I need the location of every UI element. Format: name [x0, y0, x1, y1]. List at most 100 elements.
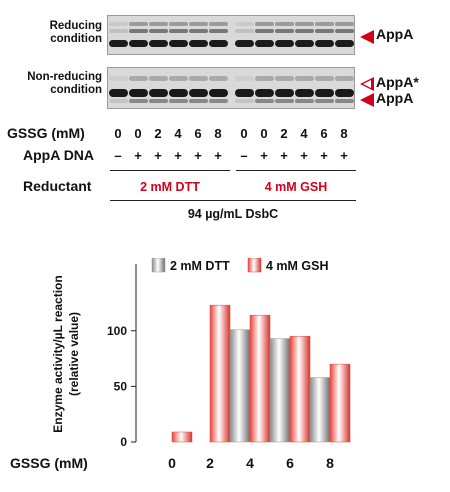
gel-band — [209, 29, 228, 33]
gel-band — [169, 76, 188, 81]
legend-label-gsh: 4 mM GSH — [266, 259, 329, 273]
gel-band — [129, 99, 148, 103]
gssg-value-cell: 0 — [240, 126, 248, 141]
gel-band — [129, 40, 148, 47]
gssg-value-cell: 6 — [320, 126, 328, 141]
gel-band — [275, 22, 294, 26]
gel-band — [129, 76, 148, 81]
appa-star-label: AppA* — [376, 74, 419, 90]
gel-band — [209, 22, 228, 26]
gel-band — [235, 40, 254, 47]
x-axis-label: GSSG (mM) — [10, 455, 88, 471]
bar-gsh-2 — [209, 304, 231, 443]
gel-band — [315, 29, 334, 33]
appa-dna-value-cell: + — [300, 148, 308, 163]
gel-band — [209, 40, 228, 47]
bar-gsh-8 — [329, 363, 351, 443]
appa-dna-value-cell: + — [214, 148, 222, 163]
gel-band — [335, 99, 354, 103]
gel-band — [275, 76, 294, 81]
gel-band — [335, 89, 354, 97]
gel-band — [149, 29, 168, 33]
gel-band — [129, 29, 148, 33]
dsbc-bracket-line — [110, 200, 356, 201]
bar-dtt-8 — [309, 377, 331, 443]
appa-reducing-arrow-icon — [360, 30, 374, 44]
appa-dna-value-cell: + — [340, 148, 348, 163]
gel-band — [149, 40, 168, 47]
reducing-gel-panel — [107, 15, 355, 55]
x-tick-label: 8 — [326, 455, 334, 471]
gel-band — [255, 29, 274, 33]
gel-band — [209, 99, 228, 103]
gel-band — [315, 76, 334, 81]
gel-band — [209, 76, 228, 81]
gel-band — [189, 99, 208, 103]
y-axis-label-line: Enzyme activity/µL reaction — [51, 275, 65, 432]
bar-gsh-4 — [249, 314, 271, 443]
bar-gsh-0 — [171, 431, 193, 443]
gel-band — [235, 29, 254, 33]
gel-band — [255, 22, 274, 26]
x-tick-label: 6 — [286, 455, 294, 471]
gssg-value-cell: 8 — [340, 126, 348, 141]
gel-band — [295, 29, 314, 33]
legend-label-dtt: 2 mM DTT — [170, 259, 230, 273]
gel-band — [169, 29, 188, 33]
gel-band — [295, 40, 314, 47]
appa-dna-value-cell: + — [194, 148, 202, 163]
gel-band — [335, 22, 354, 26]
x-tick-label: 0 — [168, 455, 176, 471]
gel-band — [275, 99, 294, 103]
gel-band — [335, 76, 354, 81]
appa-dna-value-cell: + — [320, 148, 328, 163]
gel-band — [169, 40, 188, 47]
gel-band — [295, 89, 314, 97]
gel-band — [295, 99, 314, 103]
dtt-bracket-top — [110, 170, 230, 171]
gel-band — [295, 22, 314, 26]
gel-band — [335, 29, 354, 33]
dtt-reductant-label: 2 mM DTT — [140, 180, 200, 194]
gel-band — [275, 29, 294, 33]
gel-band — [275, 89, 294, 97]
gssg-value-cell: 4 — [300, 126, 308, 141]
legend-swatch-dtt — [151, 258, 166, 273]
gel-band — [295, 76, 314, 81]
gel-band — [255, 89, 274, 97]
gel-band — [255, 99, 274, 103]
reductant-label: Reductant — [23, 178, 92, 194]
appa-nonreducing-label: AppA — [376, 90, 414, 106]
gel-band — [315, 22, 334, 26]
gsh-reductant-label: 4 mM GSH — [264, 180, 328, 194]
appa-dna-value-cell: + — [134, 148, 142, 163]
gel-band — [189, 29, 208, 33]
gel-band — [315, 99, 334, 103]
x-tick-label: 2 — [206, 455, 214, 471]
gsh-bracket-top — [236, 170, 356, 171]
gssg-value-cell: 0 — [260, 126, 268, 141]
gssg-value-cell: 2 — [280, 126, 288, 141]
gel-band — [149, 89, 168, 97]
gel-band — [235, 99, 254, 103]
gel-band — [315, 40, 334, 47]
gel-band — [109, 89, 128, 97]
gel-band — [235, 22, 254, 26]
gel-band — [149, 76, 168, 81]
appa-dna-value-cell: – — [240, 148, 248, 163]
appa-reducing-label: AppA — [376, 26, 414, 42]
gssg-value-cell: 4 — [174, 126, 182, 141]
gel-band — [235, 76, 254, 81]
gel-band — [109, 22, 128, 26]
gel-band — [189, 40, 208, 47]
gel-band — [189, 89, 208, 97]
appa-dna-value-cell: + — [174, 148, 182, 163]
x-tick-label: 4 — [246, 455, 254, 471]
gel-band — [255, 76, 274, 81]
appa-dna-row-label: AppA DNA — [23, 147, 95, 163]
gel-band — [255, 40, 274, 47]
bar-gsh-6 — [289, 336, 311, 443]
y-tick-label: 100 — [107, 324, 127, 338]
gssg-value-cell: 6 — [194, 126, 202, 141]
non-reducing-condition-label: Non-reducing condition — [27, 71, 102, 96]
